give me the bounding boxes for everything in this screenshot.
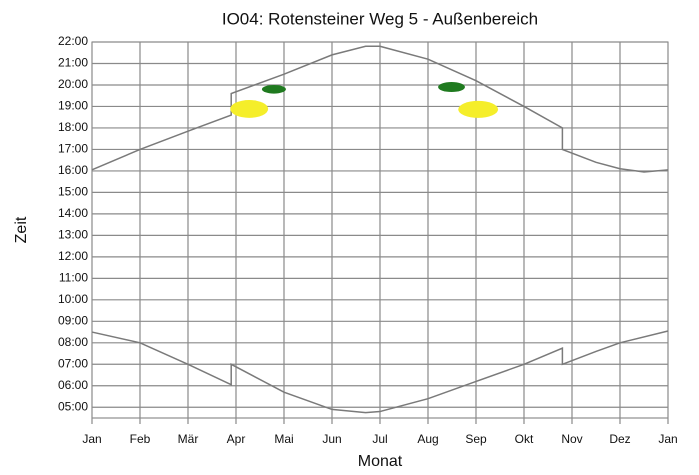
x-tick-label: Mai [274, 432, 293, 446]
line [91, 45, 669, 173]
y-tick-label: 06:00 [58, 378, 88, 392]
y-tick-label: 09:00 [58, 313, 88, 327]
x-tick-label: Apr [227, 432, 246, 446]
y-tick-label: 10:00 [58, 292, 88, 306]
x-tick-label: Mär [178, 432, 199, 446]
y-tick-label: 22:00 [58, 34, 88, 48]
y-axis-label: Zeit [13, 216, 30, 243]
y-tick-label: 21:00 [58, 56, 88, 70]
y-tick-label: 15:00 [58, 185, 88, 199]
zone [438, 81, 465, 93]
x-tick-label: Nov [561, 432, 582, 446]
y-tick-label: 11:00 [59, 271, 88, 285]
x-tick-label: Jul [372, 432, 387, 446]
x-tick-label: Sep [465, 432, 487, 446]
y-tick-label: 20:00 [58, 77, 88, 91]
y-tick-label: 17:00 [58, 142, 88, 156]
y-tick-label: 05:00 [58, 399, 88, 413]
x-tick-label: Jan [82, 432, 101, 446]
y-tick-label: 12:00 [58, 249, 88, 263]
y-tick-label: 08:00 [58, 335, 88, 349]
y-tick-label: 16:00 [58, 163, 88, 177]
x-tick-label: Dez [609, 432, 630, 446]
x-axis-label: Monat [358, 453, 403, 470]
y-tick-label: 07:00 [58, 356, 88, 370]
x-tick-label: Aug [417, 432, 438, 446]
x-tick-label: Feb [130, 432, 151, 446]
line [91, 330, 669, 414]
y-tick-label: 14:00 [58, 206, 88, 220]
y-tick-label: 19:00 [58, 99, 88, 113]
x-tick-label: Jan [658, 432, 677, 446]
chart-title: IO04: Rotensteiner Weg 5 - Außenbereich [222, 9, 538, 28]
y-tick-label: 18:00 [58, 120, 88, 134]
x-tick-label: Okt [515, 432, 534, 446]
zone [458, 100, 499, 118]
zone [230, 100, 269, 118]
y-tick-label: 13:00 [58, 228, 88, 242]
x-tick-label: Jun [322, 432, 341, 446]
zone [261, 84, 286, 94]
